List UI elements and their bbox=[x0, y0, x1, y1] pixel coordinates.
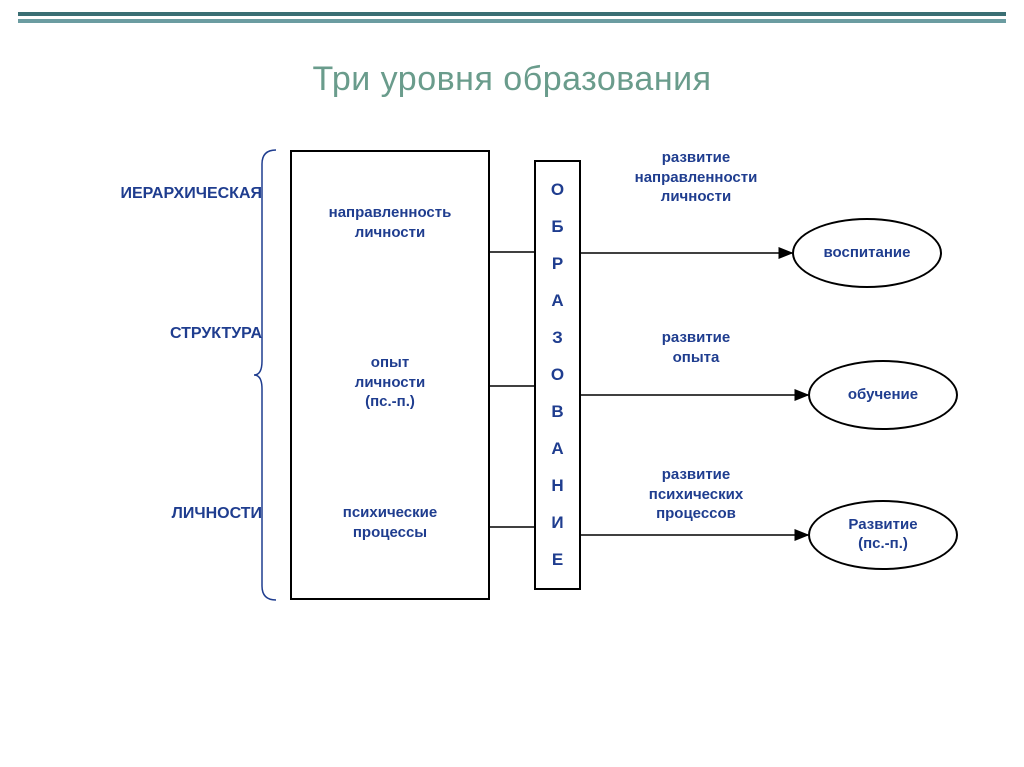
levels-box: направленностьличности опытличности(пс.-… bbox=[290, 150, 490, 600]
education-box: ОБРАЗОВАНИЕ bbox=[534, 160, 581, 590]
page-title: Три уровня образования bbox=[0, 60, 1024, 99]
ellipse-training: обучение bbox=[808, 360, 958, 430]
top-rule-light bbox=[18, 19, 1006, 23]
ellipse-development: Развитие(пс.-п.) bbox=[808, 500, 958, 570]
box-label-direction: направленностьличности bbox=[292, 203, 488, 242]
side-label-structure: СТРУКТУРА bbox=[42, 325, 262, 343]
ellipse-upbringing: воспитание bbox=[792, 218, 942, 288]
box-label-psych: психическиепроцессы bbox=[292, 503, 488, 542]
side-label-personality: ЛИЧНОСТИ bbox=[42, 505, 262, 523]
top-rule-dark bbox=[18, 12, 1006, 16]
arrow-label-experience-dev: развитиеопыта bbox=[616, 328, 776, 367]
box-label-experience: опытличности(пс.-п.) bbox=[292, 353, 488, 412]
side-label-hierarchical: ИЕРАРХИЧЕСКАЯ bbox=[42, 185, 262, 203]
arrow-label-psych-dev: развитиепсихическихпроцессов bbox=[616, 465, 776, 524]
vertical-word-education: ОБРАЗОВАНИЕ bbox=[536, 180, 579, 570]
arrow-label-direction-dev: развитиенаправленностиличности bbox=[616, 148, 776, 207]
